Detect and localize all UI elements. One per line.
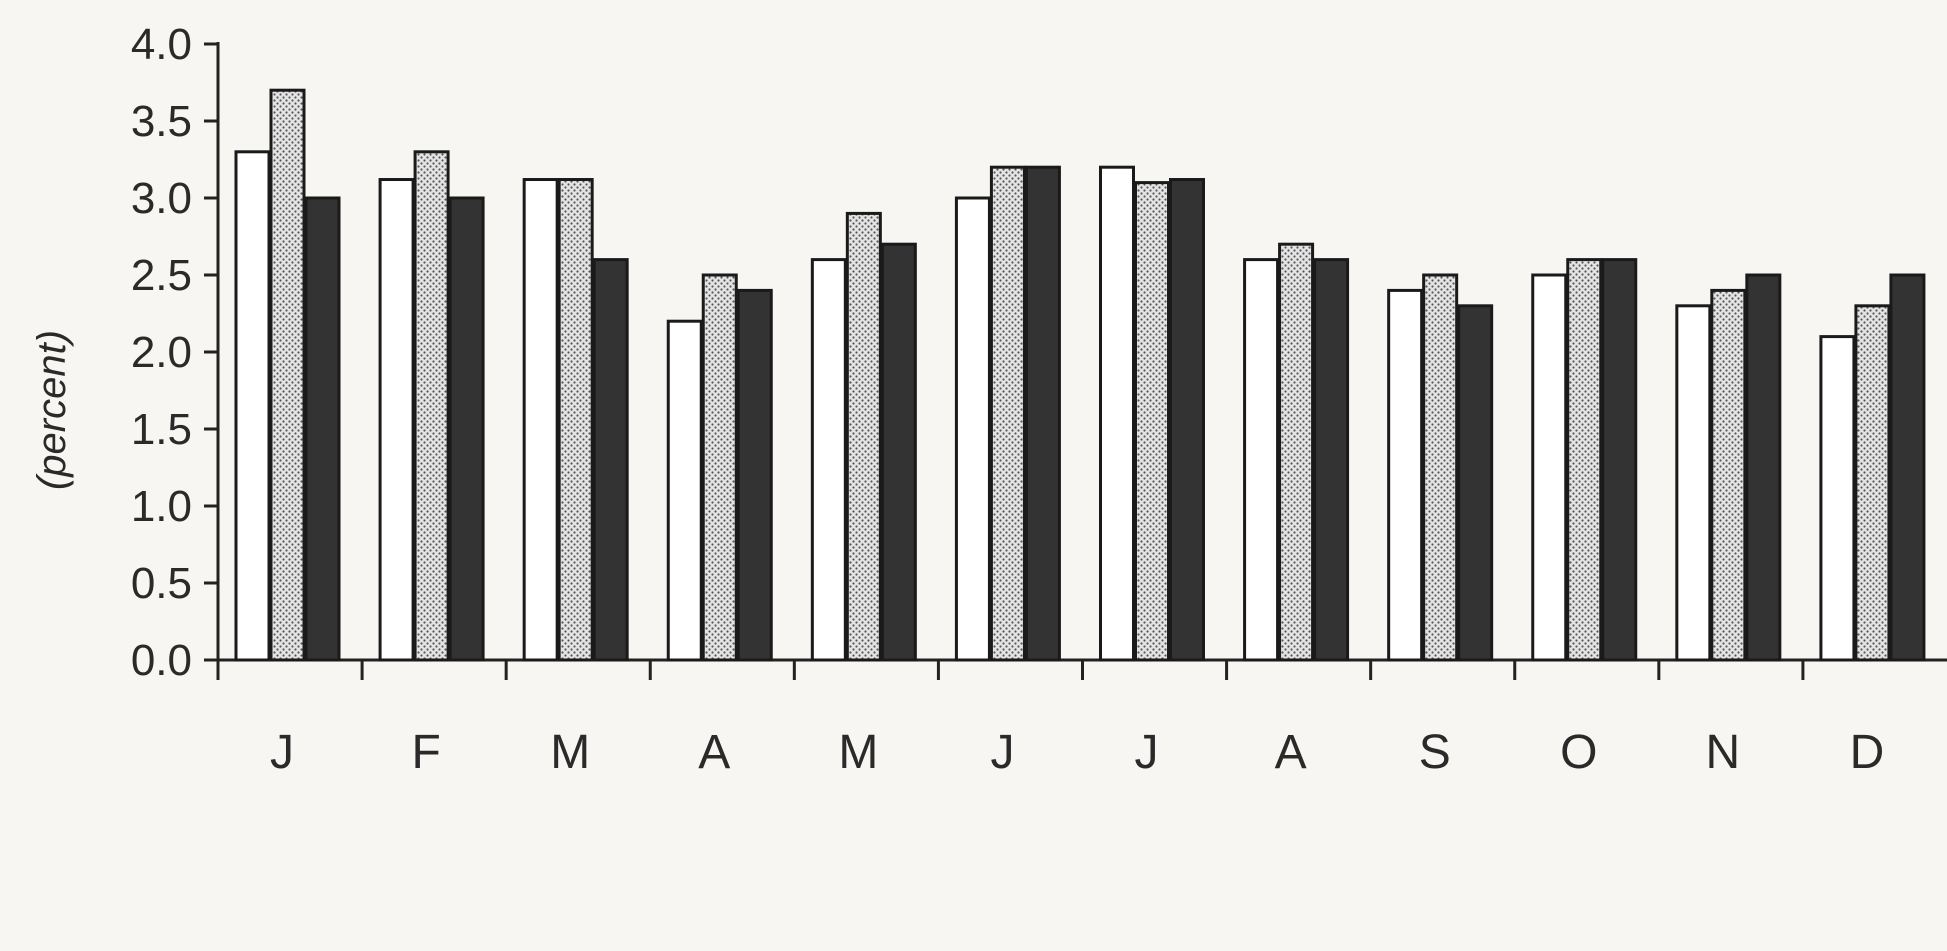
y-axis: 0.0 0.5 1.0 1.5 2.0 2.5 3.0 3.5 4.0 [131,20,220,685]
y-tick-label: 3.0 [131,174,192,223]
bar-series-1-J [1099,165,1135,662]
bar-series-2-A [701,273,738,662]
y-tick-label: 2.0 [131,328,192,377]
y-tick-label: 2.5 [131,251,192,300]
bar-series-1-J [954,196,991,662]
x-tick-label: J [1135,726,1159,779]
y-tick-label: 4.0 [131,20,192,69]
bar-series-3-N [1745,273,1782,662]
x-tick-label: N [1706,726,1741,779]
y-tick-label: 1.0 [131,482,192,531]
bar-series-2-S [1422,273,1459,662]
bar-series-2-N [1710,288,1747,662]
bars [234,88,1926,662]
x-tick-label: A [698,726,730,779]
bar-series-2-O [1566,258,1603,662]
bar-series-3-S [1457,304,1494,662]
x-tick-label: O [1560,726,1597,779]
bar-series-1-M [522,178,559,662]
bar-series-3-M [592,258,629,662]
bar-series-1-A [666,319,703,662]
bar-series-1-S [1387,288,1424,662]
y-tick-label: 3.5 [131,97,192,146]
y-tick-label: 1.5 [131,405,192,454]
x-tick-label: J [990,726,1014,779]
bar-series-2-J [989,165,1026,662]
bar-series-3-O [1601,258,1638,662]
bar-series-1-M [810,258,847,662]
bar-series-3-D [1889,273,1926,662]
bar-series-2-F [413,150,450,662]
bar-series-2-D [1854,304,1891,662]
x-tick-label: F [411,726,440,779]
x-tick-label: J [270,726,294,779]
y-tick-label: 0.0 [131,636,192,685]
bar-series-2-M [845,211,882,662]
bar-series-1-F [378,178,415,662]
bar-series-3-J [1024,165,1061,662]
x-tick-label: M [838,726,878,779]
x-tick-label: D [1850,726,1885,779]
bar-series-3-M [880,242,917,662]
bar-series-1-A [1243,258,1280,662]
bar-series-1-J [234,150,271,662]
bar-series-3-J [1169,178,1205,662]
bar-series-1-D [1819,335,1856,662]
bar-series-3-J [304,196,341,662]
bar-series-2-J [269,88,306,662]
bar-series-3-F [448,196,485,662]
x-tick-label: S [1419,726,1451,779]
x-tick-label: A [1275,726,1307,779]
bar-series-2-A [1278,242,1315,662]
bar-series-3-A [736,288,773,662]
bar-series-1-N [1675,304,1712,662]
bar-series-1-O [1531,273,1568,662]
bar-series-3-A [1313,258,1350,662]
bar-series-2-J [1134,181,1170,662]
y-axis-label: (percent) [30,330,74,490]
x-tick-label: M [550,726,590,779]
bar-series-2-M [557,178,594,662]
y-tick-label: 0.5 [131,559,192,608]
